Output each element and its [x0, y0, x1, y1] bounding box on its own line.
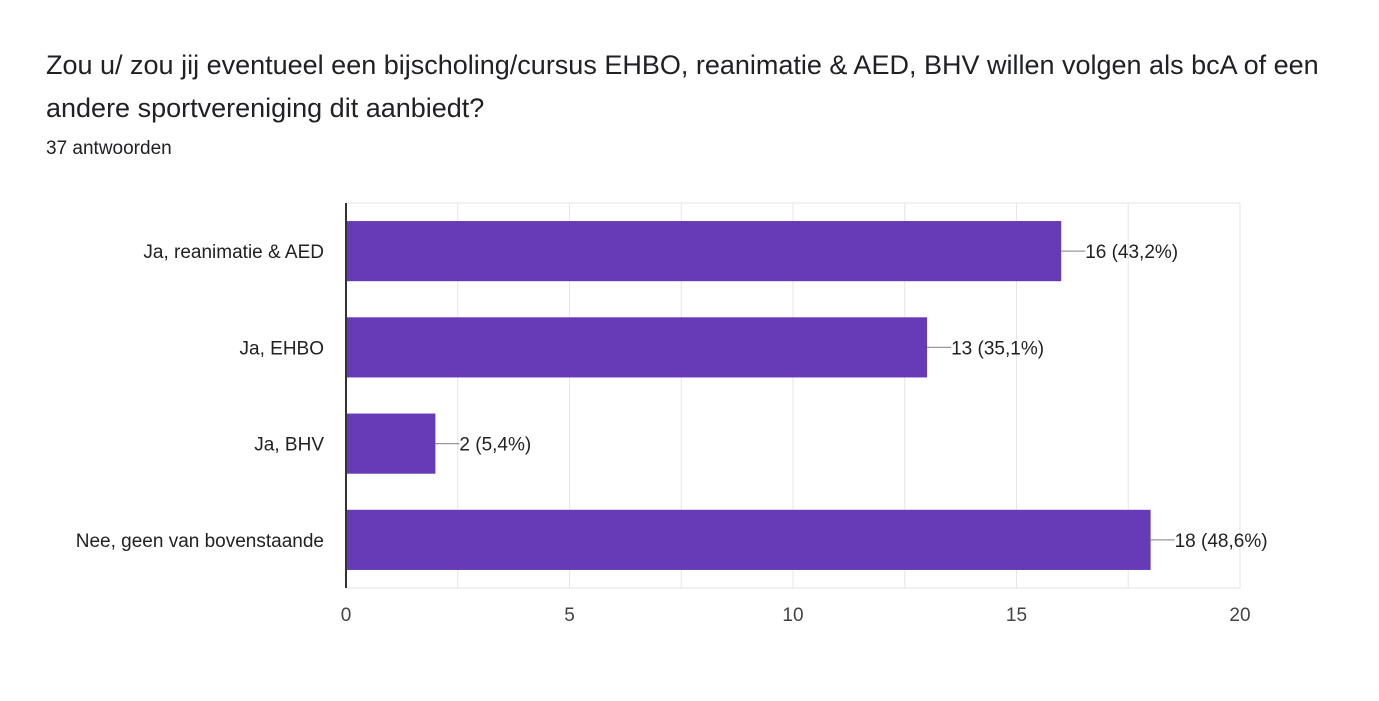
data-label: 18 (48,6%) [1175, 531, 1268, 552]
bar[interactable] [346, 509, 1151, 570]
bar[interactable] [346, 413, 436, 474]
x-tick-label: 10 [782, 605, 803, 626]
category-label: Ja, reanimatie & AED [143, 242, 324, 263]
category-label: Nee, geen van bovenstaande [76, 531, 324, 552]
question-title: Zou u/ zou jij eventueel een bijscholing… [46, 50, 1319, 123]
category-label: Ja, BHV [254, 435, 324, 456]
x-tick-label: 15 [1006, 605, 1027, 626]
data-label: 2 (5,4%) [459, 435, 531, 456]
data-label: 16 (43,2%) [1085, 242, 1178, 263]
response-count: 37 antwoorden [46, 138, 172, 159]
bar[interactable] [346, 317, 928, 378]
category-label: Ja, EHBO [240, 338, 324, 359]
data-label: 13 (35,1%) [951, 338, 1044, 359]
bar[interactable] [346, 221, 1062, 282]
x-tick-label: 0 [341, 605, 352, 626]
x-tick-label: 5 [564, 605, 575, 626]
x-tick-label: 20 [1229, 605, 1250, 626]
